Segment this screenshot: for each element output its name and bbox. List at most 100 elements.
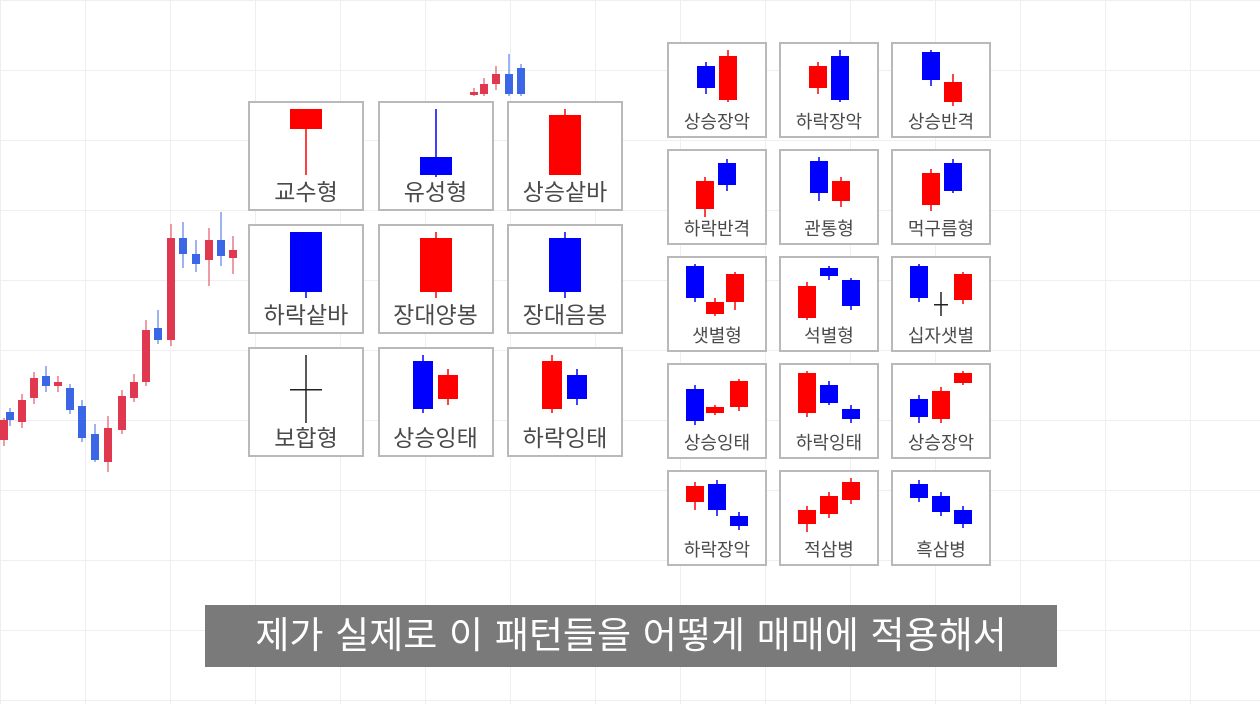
bullish-belt-hold-icon: [549, 109, 581, 175]
pattern-card-dark-cloud-cover: 먹구름형: [891, 149, 991, 245]
bullish-candle: [542, 361, 562, 409]
bullish-candle: [922, 173, 940, 205]
three-inside-up-icon: [686, 379, 748, 425]
bullish-candle: [944, 82, 962, 102]
pattern-label: 샛별형: [692, 326, 742, 347]
bullish-engulfing-icon: [697, 50, 737, 102]
bg-candle: [91, 434, 99, 460]
pattern-card-bullish-counterattack: 상승반격: [891, 42, 991, 138]
pattern-card-bearish-harami: 하락잉태: [507, 347, 623, 457]
bearish-candle: [718, 163, 736, 185]
bearish-candle: [412, 361, 433, 409]
bullish-candle: [842, 482, 860, 500]
bg-candle: [118, 396, 126, 430]
bearish-candle: [708, 484, 726, 510]
bullish-candle: [726, 274, 744, 302]
pattern-label: 적삼병: [804, 540, 854, 561]
bullish-candle: [696, 181, 714, 209]
pattern-card-morning-star: 샛별형: [667, 256, 767, 352]
bg-candle: [42, 376, 50, 386]
bearish-counterattack-icon: [696, 159, 736, 217]
doji-candle: [290, 389, 322, 391]
doji-candle: [934, 304, 948, 306]
hanging-man-icon: [290, 109, 322, 175]
bearish-candle: [686, 389, 704, 421]
pattern-card-long-bullish-candle: 장대양봉: [377, 224, 494, 334]
pattern-card-piercing-line: 관통형: [779, 149, 879, 245]
bullish-candle: [549, 115, 581, 175]
pattern-card-three-inside-up: 상승잉태: [667, 363, 767, 459]
pattern-card-three-inside-down: 하락잉태: [779, 363, 879, 459]
bg-candle: [492, 74, 500, 84]
bg-candle: [167, 238, 175, 340]
bullish-candle: [290, 109, 322, 129]
bullish-counterattack-icon: [922, 50, 962, 106]
bullish-candle: [798, 373, 816, 413]
pattern-card-long-bearish-candle: 장대음봉: [507, 224, 623, 334]
bullish-candle: [809, 66, 827, 88]
dark-cloud-cover-icon: [922, 159, 962, 211]
bearish-candle: [419, 157, 452, 175]
pattern-label: 장대양봉: [393, 303, 478, 329]
bearish-candle: [810, 161, 828, 193]
pattern-card-doji: 보합형: [248, 347, 364, 457]
long-bearish-candle-icon: [549, 232, 581, 298]
bg-candle: [0, 420, 8, 440]
pattern-card-shooting-star: 유성형: [377, 101, 494, 211]
bullish-candle: [706, 407, 724, 413]
bearish-candle: [922, 52, 940, 80]
three-inside-down-icon: [798, 371, 860, 423]
pattern-label: 하락샅바: [263, 303, 349, 329]
bearish-harami-icon: [542, 355, 587, 413]
bullish-candle: [419, 238, 452, 292]
bullish-candle: [706, 302, 724, 314]
bullish-candle: [719, 56, 737, 100]
bullish-candle: [686, 486, 704, 502]
bearish-candle: [686, 266, 704, 298]
piercing-line-icon: [810, 157, 850, 207]
pattern-card-hanging-man: 교수형: [248, 101, 364, 211]
pattern-card-evening-star: 석별형: [779, 256, 879, 352]
three-white-soldiers-icon: [798, 478, 860, 532]
bg-candle: [6, 412, 14, 420]
bg-candle: [205, 240, 213, 260]
bg-candle: [154, 328, 162, 340]
pattern-card-three-outside-up: 상승장악: [891, 363, 991, 459]
bearish-candle: [944, 163, 962, 191]
pattern-label: 상승장악: [683, 112, 751, 133]
three-outside-down-icon: [686, 480, 748, 530]
pattern-label: 장대음봉: [522, 303, 608, 329]
pattern-card-three-black-crows: 흑삼병: [891, 470, 991, 566]
bullish-candle: [798, 510, 816, 524]
bullish-candle: [954, 373, 972, 383]
pattern-card-bearish-engulfing: 하락장악: [779, 42, 879, 138]
bearish-candle: [842, 409, 860, 419]
pattern-card-bullish-belt-hold: 상승샅바: [507, 101, 623, 211]
bearish-candle: [831, 56, 849, 100]
pattern-card-doji-morning-star: 십자샛별: [891, 256, 991, 352]
bullish-candle: [820, 496, 838, 514]
pattern-label: 석별형: [804, 326, 854, 347]
pattern-label: 교수형: [274, 180, 338, 206]
pattern-label: 하락잉태: [795, 433, 863, 454]
pattern-label: 보합형: [274, 426, 338, 452]
doji-icon: [290, 355, 322, 423]
pattern-label: 하락장악: [795, 112, 863, 133]
bearish-candle: [910, 399, 928, 417]
bullish-candle: [798, 286, 816, 318]
pattern-label: 상승샅바: [522, 180, 608, 206]
bearish-candle: [730, 516, 748, 526]
bearish-candle: [820, 385, 838, 403]
bg-candle: [480, 84, 488, 94]
bullish-candle: [954, 274, 972, 300]
pattern-label: 관통형: [804, 219, 854, 240]
bearish-candle: [820, 268, 838, 276]
bearish-candle: [932, 496, 950, 512]
three-black-crows-icon: [910, 480, 972, 528]
bearish-candle: [549, 238, 581, 292]
morning-star-icon: [686, 264, 744, 316]
doji-morning-star-icon: [910, 264, 972, 316]
pattern-label: 하락장악: [683, 540, 751, 561]
pattern-label: 상승잉태: [683, 433, 751, 454]
